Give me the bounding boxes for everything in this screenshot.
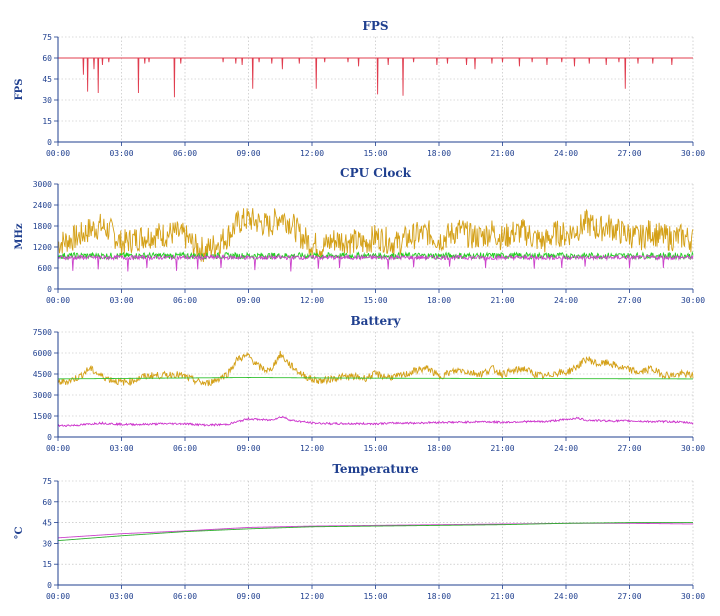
x-tick-label: 15:00 — [363, 296, 387, 305]
x-tick-label: 00:00 — [46, 444, 70, 453]
chart-panel-2: CPU Clock MHz 0 600 1200 1800 2400 3000 00:00 03:… — [14, 166, 705, 305]
x-tick-label: 03:00 — [109, 592, 133, 601]
x-tick-label: 24:00 — [554, 444, 578, 453]
chart-title: Temperature — [332, 462, 419, 476]
y-tick-label: 75 — [42, 477, 52, 486]
x-tick-label: 03:00 — [109, 296, 133, 305]
y-tick-label: 1500 — [33, 412, 52, 421]
x-tick-label: 12:00 — [300, 149, 324, 158]
x-tick-label: 09:00 — [236, 296, 260, 305]
x-tick-label: 12:00 — [300, 592, 324, 601]
series-1-line — [57, 350, 694, 387]
series-3-line — [57, 253, 694, 272]
y-axis-label: °C — [14, 526, 25, 539]
x-tick-label: 30:00 — [681, 149, 705, 158]
y-tick-label: 30 — [42, 96, 52, 105]
y-tick-label: 6000 — [33, 349, 52, 358]
y-axis-label: MHz — [14, 223, 25, 250]
y-tick-label: 600 — [38, 264, 53, 273]
y-tick-label: 7500 — [33, 328, 52, 337]
x-tick-label: 30:00 — [681, 444, 705, 453]
series-2-line — [57, 377, 693, 380]
x-tick-label: 03:00 — [109, 444, 133, 453]
chart-panel-1: FPS FPS 0 15 30 45 60 75 00:00 03:00 06:00 09:00 12:… — [14, 19, 705, 158]
y-tick-label: 3000 — [33, 391, 52, 400]
x-tick-label: 27:00 — [617, 149, 641, 158]
y-tick-label: 60 — [42, 498, 52, 507]
x-tick-label: 00:00 — [46, 592, 70, 601]
x-tick-label: 21:00 — [490, 296, 514, 305]
x-tick-label: 15:00 — [363, 592, 387, 601]
chart-panel-3: Battery 0 1500 3000 4500 6000 7500 00:00 03:00 06… — [33, 314, 705, 453]
y-tick-label: 3000 — [33, 180, 52, 189]
y-tick-label: 0 — [47, 581, 52, 590]
x-tick-label: 18:00 — [427, 149, 451, 158]
x-tick-label: 06:00 — [173, 592, 197, 601]
y-tick-label: 30 — [42, 539, 52, 548]
x-tick-label: 24:00 — [554, 296, 578, 305]
series-3-line — [57, 415, 694, 428]
x-tick-label: 21:00 — [490, 444, 514, 453]
series-2-line — [57, 522, 693, 542]
x-tick-label: 24:00 — [554, 149, 578, 158]
y-tick-label: 45 — [42, 75, 52, 84]
chart-title: FPS — [362, 19, 388, 33]
x-tick-label: 09:00 — [236, 444, 260, 453]
x-tick-label: 30:00 — [681, 592, 705, 601]
chart-panel-4: Temperature °C 0 15 30 45 60 75 00:00 03:00 06:00 0… — [14, 462, 705, 601]
y-tick-label: 15 — [42, 117, 52, 126]
chart-title: Battery — [351, 314, 402, 328]
x-tick-label: 21:00 — [490, 149, 514, 158]
y-tick-label: 1800 — [33, 222, 52, 231]
y-tick-label: 0 — [47, 285, 52, 294]
y-tick-label: 0 — [47, 138, 52, 147]
x-tick-label: 06:00 — [173, 296, 197, 305]
x-tick-label: 09:00 — [236, 592, 260, 601]
x-tick-label: 09:00 — [236, 149, 260, 158]
y-tick-label: 2400 — [33, 201, 52, 210]
x-tick-label: 27:00 — [617, 296, 641, 305]
x-tick-label: 27:00 — [617, 444, 641, 453]
series-1-line — [58, 57, 693, 98]
x-tick-label: 06:00 — [173, 444, 197, 453]
series-1-line — [57, 208, 694, 262]
x-tick-label: 18:00 — [427, 444, 451, 453]
x-tick-label: 18:00 — [427, 592, 451, 601]
x-tick-label: 15:00 — [363, 444, 387, 453]
x-tick-label: 15:00 — [363, 149, 387, 158]
x-tick-label: 06:00 — [173, 149, 197, 158]
y-tick-label: 75 — [42, 33, 52, 42]
y-axis-label: FPS — [14, 79, 25, 101]
y-tick-label: 60 — [42, 54, 52, 63]
y-tick-label: 45 — [42, 519, 52, 528]
y-tick-label: 0 — [47, 433, 52, 442]
x-tick-label: 24:00 — [554, 592, 578, 601]
x-tick-label: 27:00 — [617, 592, 641, 601]
x-tick-label: 21:00 — [490, 592, 514, 601]
x-tick-label: 03:00 — [109, 149, 133, 158]
y-tick-label: 15 — [42, 560, 52, 569]
x-tick-label: 12:00 — [300, 444, 324, 453]
x-tick-label: 18:00 — [427, 296, 451, 305]
x-tick-label: 12:00 — [300, 296, 324, 305]
y-tick-label: 4500 — [33, 370, 52, 379]
x-tick-label: 30:00 — [681, 296, 705, 305]
y-tick-label: 1200 — [33, 243, 52, 252]
chart-title: CPU Clock — [340, 166, 412, 180]
x-tick-label: 00:00 — [46, 149, 70, 158]
x-tick-label: 00:00 — [46, 296, 70, 305]
